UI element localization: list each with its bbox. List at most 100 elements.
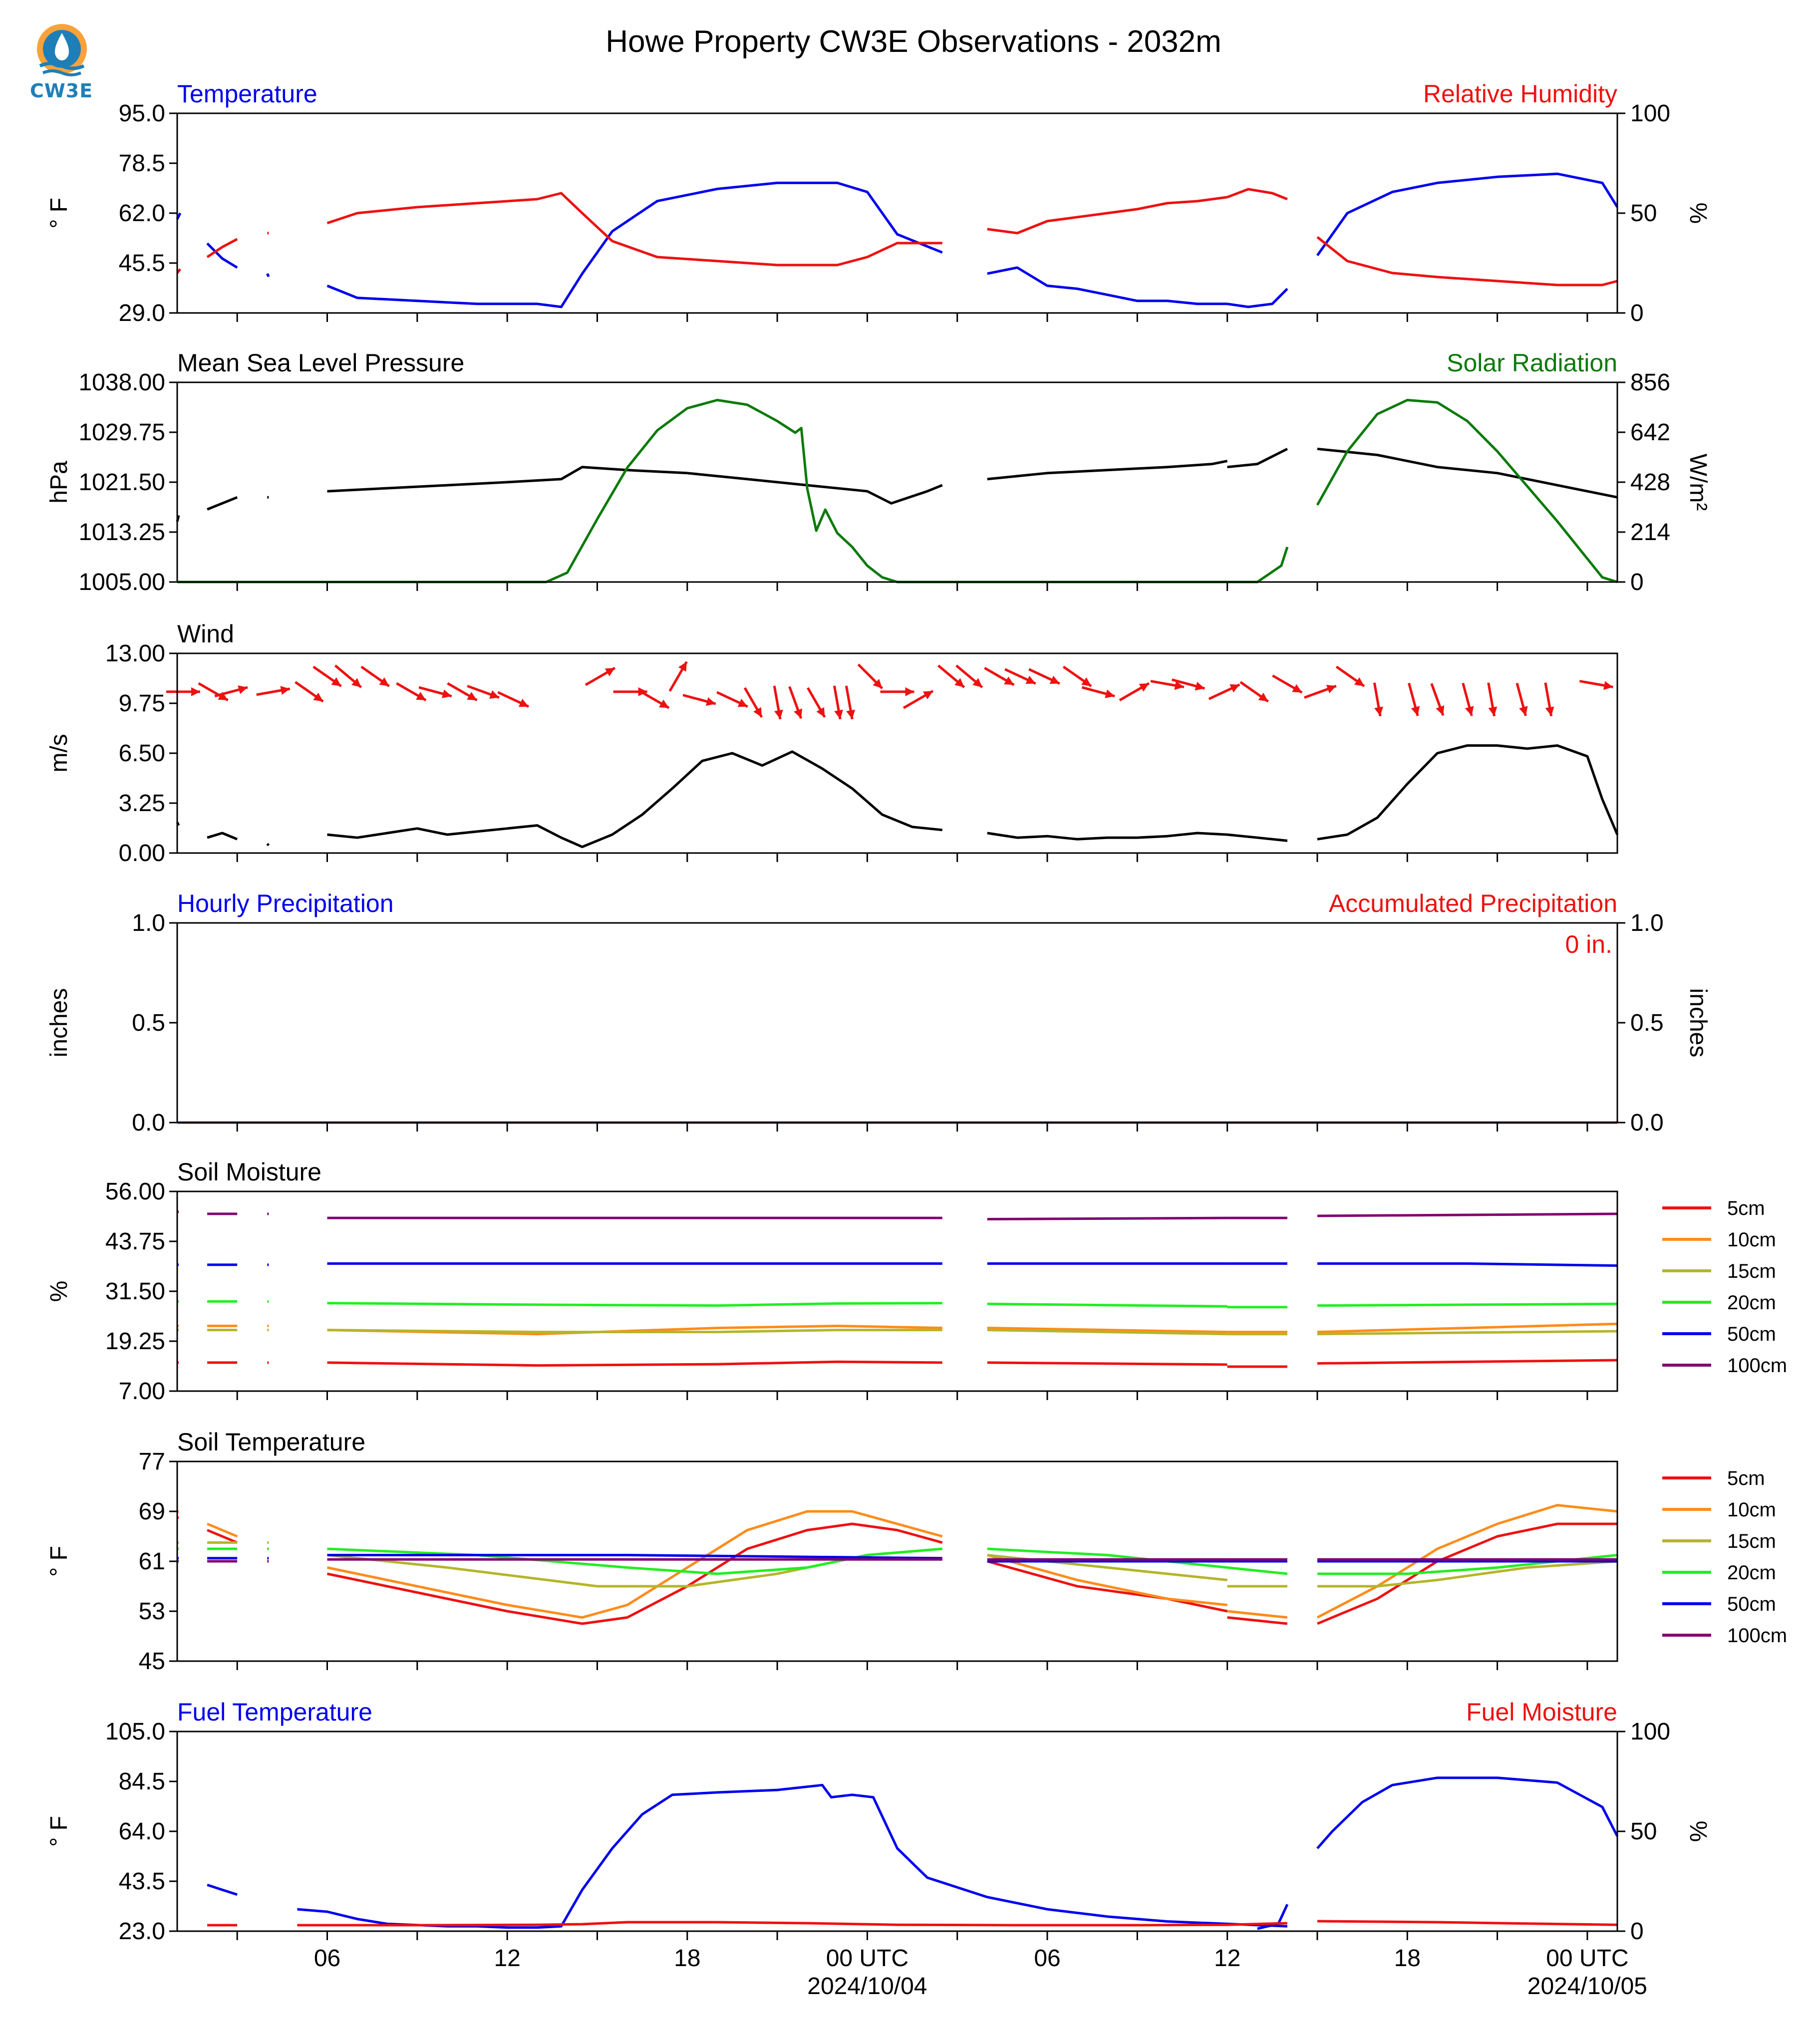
y-tick-label: 1029.75 [78,419,165,446]
x-tick-label: 00 UTC [826,1945,909,1972]
y-tick-label-right: 0.5 [1630,1010,1664,1036]
y-tick-label: 61 [139,1548,165,1575]
logo-graphic [37,24,87,76]
y-tick-label: 1005.00 [78,569,165,595]
wind-arrow-head [1229,684,1240,693]
series-line [987,1560,1228,1613]
legend-label: 5cm [1727,1197,1765,1219]
series-line [987,266,1227,305]
series-line [207,1522,238,1538]
y-tick-label: 29.0 [119,300,165,326]
series-line [1316,236,1618,287]
wind-arrow-head [922,691,933,700]
series-line [327,1554,942,1560]
y-tick-label: 56.00 [105,1178,165,1205]
series-line [1316,1504,1618,1619]
series-line [206,238,238,259]
series-line [297,1921,1287,1927]
wind-arrow-head [1174,681,1184,690]
series-line [206,242,238,269]
wind-arrow-head [351,678,361,687]
panel-title-right: Fuel Moisture [1466,1698,1617,1726]
wind-arrow-head [1139,683,1149,692]
panel-title: Mean Sea Level Pressure [177,349,464,377]
panel-title: Fuel Temperature [177,1698,372,1726]
x-date-label: 2024/10/05 [1527,1973,1647,2000]
series-line [1317,1920,1618,1926]
x-tick-label: 12 [1214,1945,1240,1972]
series-line [1227,1610,1288,1619]
y-tick-label: 1038.00 [78,369,165,396]
legend-label: 100cm [1727,1625,1787,1647]
panel-title: Temperature [177,80,317,108]
y-tick-label-right: 214 [1630,519,1670,546]
series-line [987,1547,1227,1569]
series-line [1317,1359,1618,1365]
series-line [1227,833,1288,842]
plot-frame [176,922,1618,1124]
figure-title: Howe Property CW3E Observations - 2032m [606,24,1221,59]
plot-frame [176,652,1618,854]
y-tick-label-right: 1.0 [1630,910,1664,936]
wind-arrow-head [218,692,228,700]
y-tick-label: 1013.25 [78,519,165,546]
wind-arrow-head [313,692,323,702]
series-line [207,832,238,841]
y-tick-label: 95.0 [119,100,165,127]
cw3e-logo: CW3E [28,18,98,103]
panel-precip: Hourly Precipitation Accumulated Precipit… [46,889,1711,1136]
wind-arrow-head [1465,706,1474,716]
y-tick-label-right: 0 [1630,1918,1644,1945]
legend-label: 50cm [1727,1323,1776,1345]
series-line [1317,1322,1618,1334]
y-tick-label: 43.5 [119,1868,165,1895]
y-axis-label-right: % [1685,1821,1711,1842]
wind-arrow-head [774,709,783,719]
series-line [1317,1522,1617,1625]
series-line [1317,1302,1618,1307]
wind-arrow-head [1195,682,1205,691]
series-line [1317,1330,1618,1336]
wind-arrow-head [1105,689,1115,698]
series-line [1227,288,1288,308]
series-line [327,1360,942,1367]
series-line [987,1216,1227,1220]
wind-arrow-head [518,698,529,707]
legend-label: 15cm [1727,1530,1776,1552]
panel-title: Hourly Precipitation [177,889,394,917]
series-line [326,192,942,267]
wind-arrow-head [1411,706,1420,716]
series-line [1317,447,1618,499]
y-tick-label: 53 [139,1598,165,1625]
wind-arrow-head [678,661,687,672]
wind-arrow-head [489,690,499,699]
panel-fuel: Fuel Temperature Fuel Moisture 23.0 43.5 64.… [46,1698,1711,1945]
x-tick-label: 06 [1034,1945,1060,1972]
y-tick-label-right: 428 [1630,469,1670,496]
wind-arrow-head [1519,706,1528,716]
y-tick-label-right: 50 [1630,200,1657,227]
y-tick-label: 7.00 [119,1378,165,1405]
y-tick-label: 78.5 [119,150,165,177]
y-tick-label: 64.0 [119,1818,165,1845]
wind-arrow-head [605,668,615,676]
y-tick-label-right: 100 [1630,100,1670,127]
legend-label: 15cm [1727,1260,1776,1282]
wind-arrow-head [331,677,341,686]
y-axis-label-right: % [1685,203,1711,224]
y-tick-label-right: 642 [1630,419,1670,446]
series-line [327,1324,942,1336]
wind-arrow-head [1292,684,1302,693]
wind-arrow-head [1004,676,1014,685]
series-line [987,1302,1227,1308]
y-tick-label: 69 [139,1498,165,1525]
y-tick-label: 13.00 [105,640,165,667]
series-line [1317,1262,1618,1267]
legend-label: 20cm [1727,1292,1776,1314]
y-axis-label-right: W/m² [1685,454,1711,511]
y-tick-label: 3.25 [119,790,165,817]
y-axis-label: m/s [46,734,72,772]
panel-title-right: Accumulated Precipitation [1329,889,1617,917]
series-line [1316,1776,1619,1849]
